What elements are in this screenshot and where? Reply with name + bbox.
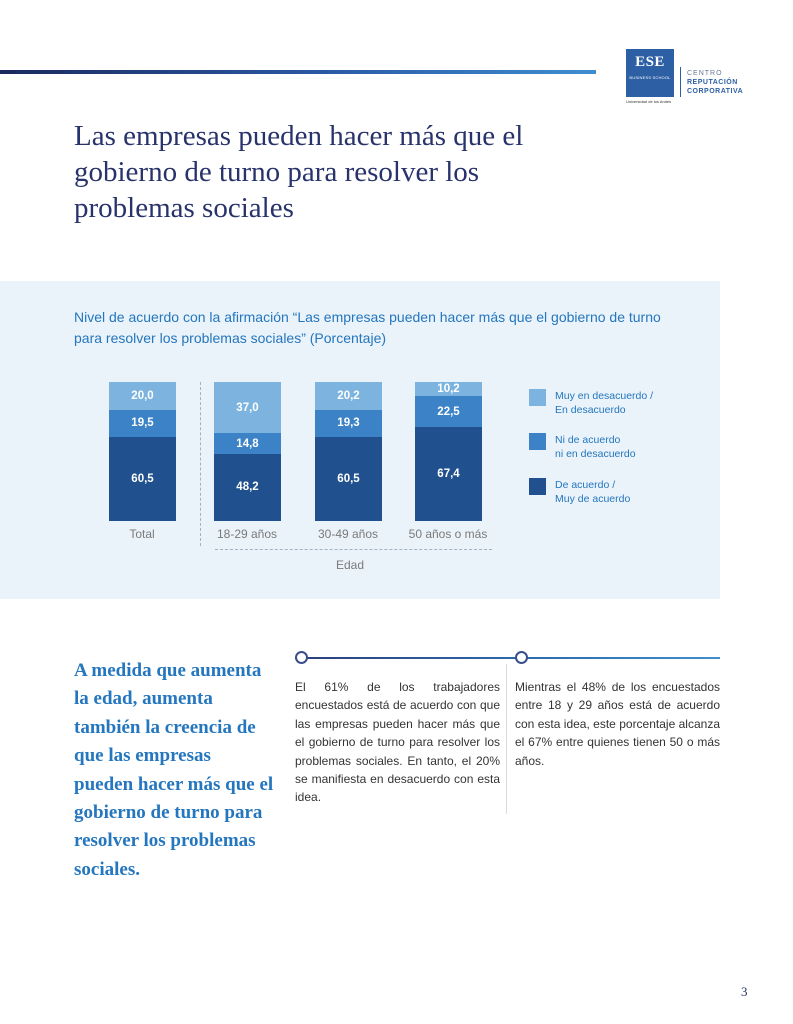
logo-divider xyxy=(680,67,681,97)
pull-quote: A medida que aumenta la edad, aumenta ta… xyxy=(74,660,274,880)
bar-segment: 19,5 xyxy=(109,409,176,437)
page-title: Las empresas pueden hacer más que el gob… xyxy=(74,120,524,224)
category-label: 50 años o más xyxy=(408,527,488,541)
ese-logo-name: ESE xyxy=(635,54,665,70)
timeline-line xyxy=(295,657,720,659)
group-divider xyxy=(200,382,201,546)
text-column-2: Mientras el 48% de los encuestados entre… xyxy=(515,680,720,768)
timeline-dot xyxy=(515,651,528,664)
chart-title: Nivel de acuerdo con la afirmación “Las … xyxy=(74,309,661,346)
bar-segment: 22,5 xyxy=(415,396,482,428)
logo-centro: CENTRO xyxy=(687,70,723,77)
logo-reputacion: REPUTACIÓN xyxy=(687,79,738,86)
legend-item: Ni de acuerdo ni en desacuerdo xyxy=(529,433,636,461)
bar-segment: 37,0 xyxy=(214,382,281,434)
bar-segment: 14,8 xyxy=(214,433,281,454)
ese-logo: ESE BUSINESS SCHOOL Universidad de los A… xyxy=(626,49,743,104)
header-rule xyxy=(0,70,596,74)
page-number: 3 xyxy=(741,984,748,999)
bar-segment: 20,0 xyxy=(109,382,176,410)
bar-segment: 10,2 xyxy=(415,381,482,397)
ese-logo-university: Universidad de los Andes xyxy=(626,99,672,104)
bar-segment: 67,4 xyxy=(415,427,482,521)
legend-swatch xyxy=(529,478,546,495)
column-divider xyxy=(506,664,507,814)
ese-logo-mark: ESE BUSINESS SCHOOL xyxy=(626,49,674,97)
bar-segment: 19,3 xyxy=(315,410,382,437)
bar-segment: 60,5 xyxy=(315,436,382,521)
group-bracket xyxy=(215,549,492,550)
ese-logo-sub: BUSINESS SCHOOL xyxy=(629,75,671,80)
centro-reputacion-label: CENTRO REPUTACIÓN CORPORATIVA xyxy=(687,69,743,96)
legend-label: Ni de acuerdo ni en desacuerdo xyxy=(555,434,636,460)
legend-label: De acuerdo / Muy de acuerdo xyxy=(555,479,631,505)
timeline-dot xyxy=(295,651,308,664)
bar-segment: 48,2 xyxy=(214,454,281,521)
category-label: 18-29 años xyxy=(216,527,278,541)
group-label-edad: Edad xyxy=(335,558,365,572)
legend-label: Muy en desacuerdo / En desacuerdo xyxy=(555,390,654,416)
legend-item: De acuerdo / Muy de acuerdo xyxy=(529,478,630,506)
bar-segment: 20,2 xyxy=(315,382,382,411)
timeline-rule xyxy=(295,651,720,664)
legend-item: Muy en desacuerdo / En desacuerdo xyxy=(529,389,653,417)
legend-swatch xyxy=(529,433,546,450)
text-column-1: El 61% de los trabajadores encuestados e… xyxy=(295,680,500,805)
logo-corporativa: CORPORATIVA xyxy=(687,88,744,95)
bar-segment: 60,5 xyxy=(109,436,176,521)
category-label: 30-49 años xyxy=(317,527,379,541)
legend-swatch xyxy=(529,389,546,406)
category-label: Total xyxy=(129,527,155,541)
